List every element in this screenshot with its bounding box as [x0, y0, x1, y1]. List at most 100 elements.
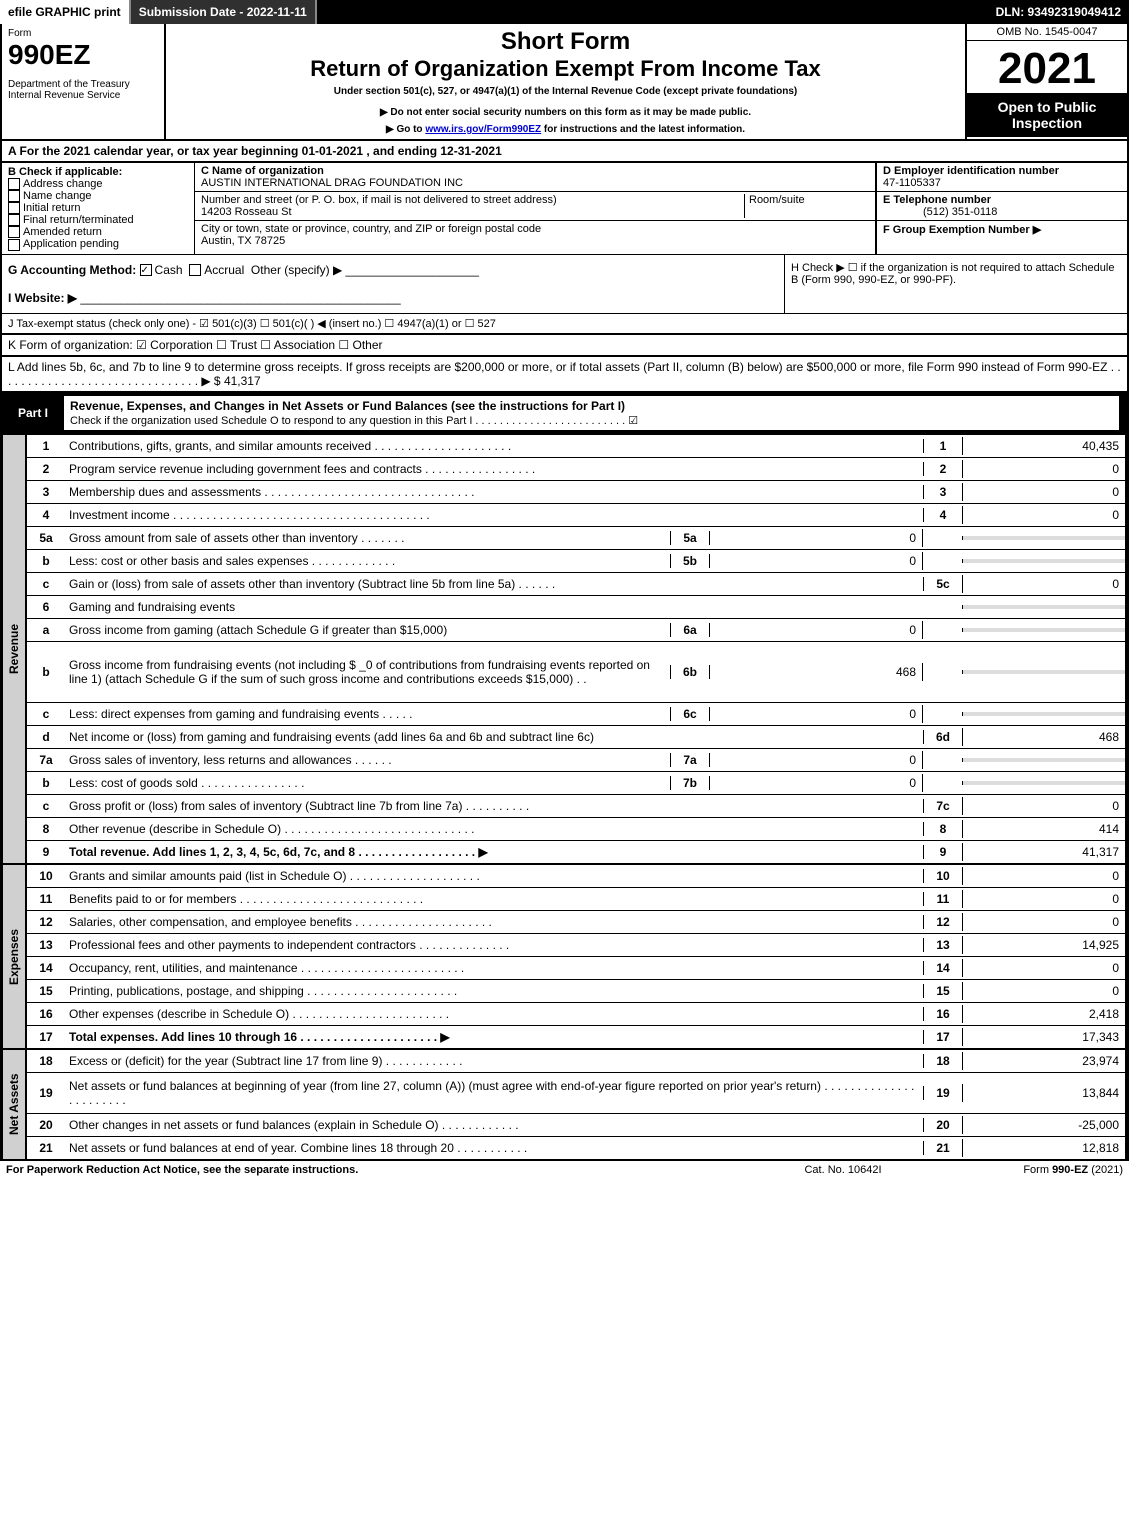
line-13-num: 13 [27, 936, 65, 954]
line-6d-rnum: 6d [923, 730, 962, 744]
checkbox-icon[interactable] [8, 202, 20, 214]
netassets-section: Net Assets 18 Excess or (deficit) for th… [0, 1050, 1129, 1161]
efile-label[interactable]: efile GRAPHIC print [0, 0, 131, 24]
form-word: Form [8, 28, 158, 39]
line-9-num: 9 [27, 843, 65, 861]
b-opt-2[interactable]: Initial return [8, 202, 188, 214]
line-19-val: 13,844 [962, 1084, 1125, 1102]
irs-link[interactable]: www.irs.gov/Form990EZ [425, 124, 541, 135]
section-j: J Tax-exempt status (check only one) - ☑… [0, 314, 1129, 335]
line-10-text: Grants and similar amounts paid (list in… [65, 867, 923, 885]
b-opt-5[interactable]: Application pending [8, 238, 188, 250]
line-16-val: 2,418 [962, 1005, 1125, 1023]
checkbox-icon[interactable] [8, 239, 20, 251]
line-8-num: 8 [27, 820, 65, 838]
line-7b-num: b [27, 774, 65, 792]
b-opt-4[interactable]: Amended return [8, 226, 188, 238]
part1-checkline: Check if the organization used Schedule … [70, 415, 638, 427]
line-5c-num: c [27, 575, 65, 593]
line-8: 8 Other revenue (describe in Schedule O)… [25, 818, 1127, 841]
line-5a-val [962, 536, 1125, 540]
checkbox-icon[interactable] [8, 190, 20, 202]
b-opt-4-label: Amended return [23, 226, 102, 238]
checkbox-icon[interactable] [140, 264, 152, 276]
line-5c-rnum: 5c [923, 577, 962, 591]
i-label: I Website: ▶ [8, 291, 77, 305]
line-6-num: 6 [27, 598, 65, 616]
part1-label: Part I [10, 406, 56, 420]
line-2-num: 2 [27, 460, 65, 478]
line-6c-sub: 6c [670, 707, 710, 721]
g-box: G Accounting Method: Cash Accrual Other … [2, 255, 784, 313]
line-16-num: 16 [27, 1005, 65, 1023]
c-street-box: Number and street (or P. O. box, if mail… [195, 192, 875, 221]
line-6a-val [962, 628, 1125, 632]
dept-label: Department of the Treasury [8, 79, 158, 90]
checkbox-icon[interactable] [8, 178, 20, 190]
b-opt-3[interactable]: Final return/terminated [8, 214, 188, 226]
b-opt-0[interactable]: Address change [8, 178, 188, 190]
line-5a: 5a Gross amount from sale of assets othe… [25, 527, 1127, 550]
line-16: 16 Other expenses (describe in Schedule … [25, 1003, 1127, 1026]
line-18-num: 18 [27, 1052, 65, 1070]
line-6-text: Gaming and fundraising events [65, 598, 923, 616]
line-20-val: -25,000 [962, 1116, 1125, 1134]
line-13-text: Professional fees and other payments to … [65, 936, 923, 954]
line-6-val [962, 605, 1125, 609]
g-cash: Cash [155, 263, 183, 277]
line-21-num: 21 [27, 1139, 65, 1157]
top-bar: efile GRAPHIC print Submission Date - 20… [0, 0, 1129, 24]
line-13-val: 14,925 [962, 936, 1125, 954]
line-5a-text: Gross amount from sale of assets other t… [65, 529, 670, 547]
line-20-text: Other changes in net assets or fund bala… [65, 1116, 923, 1134]
b-opt-1[interactable]: Name change [8, 190, 188, 202]
line-7b-sub: 7b [670, 776, 710, 790]
line-12-rnum: 12 [923, 915, 962, 929]
omb-number: OMB No. 1545-0047 [967, 24, 1127, 41]
line-6b-sv: 468 [710, 663, 923, 681]
street-value: 14203 Rosseau St [201, 206, 292, 218]
org-name: AUSTIN INTERNATIONAL DRAG FOUNDATION INC [201, 177, 463, 189]
line-7b-text: Less: cost of goods sold . . . . . . . .… [65, 774, 670, 792]
line-17-text: Total expenses. Add lines 10 through 16 … [65, 1028, 923, 1046]
netassets-body: 18 Excess or (deficit) for the year (Sub… [25, 1050, 1127, 1159]
line-9-text: Total revenue. Add lines 1, 2, 3, 4, 5c,… [65, 843, 923, 861]
line-20: 20 Other changes in net assets or fund b… [25, 1114, 1127, 1137]
line-1-num: 1 [27, 437, 65, 455]
short-form-title: Short Form [172, 28, 959, 56]
line-11-rnum: 11 [923, 892, 962, 906]
part1-title: Revenue, Expenses, and Changes in Net As… [70, 399, 625, 413]
line-6c-val [962, 712, 1125, 716]
line-5b-sv: 0 [710, 552, 923, 570]
line-8-val: 414 [962, 820, 1125, 838]
col-c: C Name of organization AUSTIN INTERNATIO… [195, 163, 875, 254]
line-6a-sv: 0 [710, 621, 923, 639]
line-15-num: 15 [27, 982, 65, 1000]
expenses-side-label: Expenses [2, 865, 25, 1048]
line-4-val: 0 [962, 506, 1125, 524]
irs-label: Internal Revenue Service [8, 90, 158, 101]
line-17-num: 17 [27, 1028, 65, 1046]
line-3-rnum: 3 [923, 485, 962, 499]
line-6b-val [962, 670, 1125, 674]
line-10-num: 10 [27, 867, 65, 885]
e-label: E Telephone number [883, 194, 991, 206]
d-label: D Employer identification number [883, 165, 1059, 177]
line-6b-num: b [27, 663, 65, 681]
footer-mid: Cat. No. 10642I [743, 1164, 943, 1176]
line-7a-sub: 7a [670, 753, 710, 767]
line-11-val: 0 [962, 890, 1125, 908]
line-16-text: Other expenses (describe in Schedule O) … [65, 1005, 923, 1023]
checkbox-icon[interactable] [8, 226, 20, 238]
line-18: 18 Excess or (deficit) for the year (Sub… [25, 1050, 1127, 1073]
footer-left: For Paperwork Reduction Act Notice, see … [6, 1164, 743, 1176]
line-5c: c Gain or (loss) from sale of assets oth… [25, 573, 1127, 596]
b-opt-0-label: Address change [23, 178, 103, 190]
open-to-public: Open to Public Inspection [967, 93, 1127, 137]
checkbox-icon[interactable] [8, 214, 20, 226]
line-3-num: 3 [27, 483, 65, 501]
section-l: L Add lines 5b, 6c, and 7b to line 9 to … [0, 357, 1129, 393]
b-opt-1-label: Name change [23, 190, 92, 202]
checkbox-icon[interactable] [189, 264, 201, 276]
goto-pre: ▶ Go to [386, 124, 425, 135]
